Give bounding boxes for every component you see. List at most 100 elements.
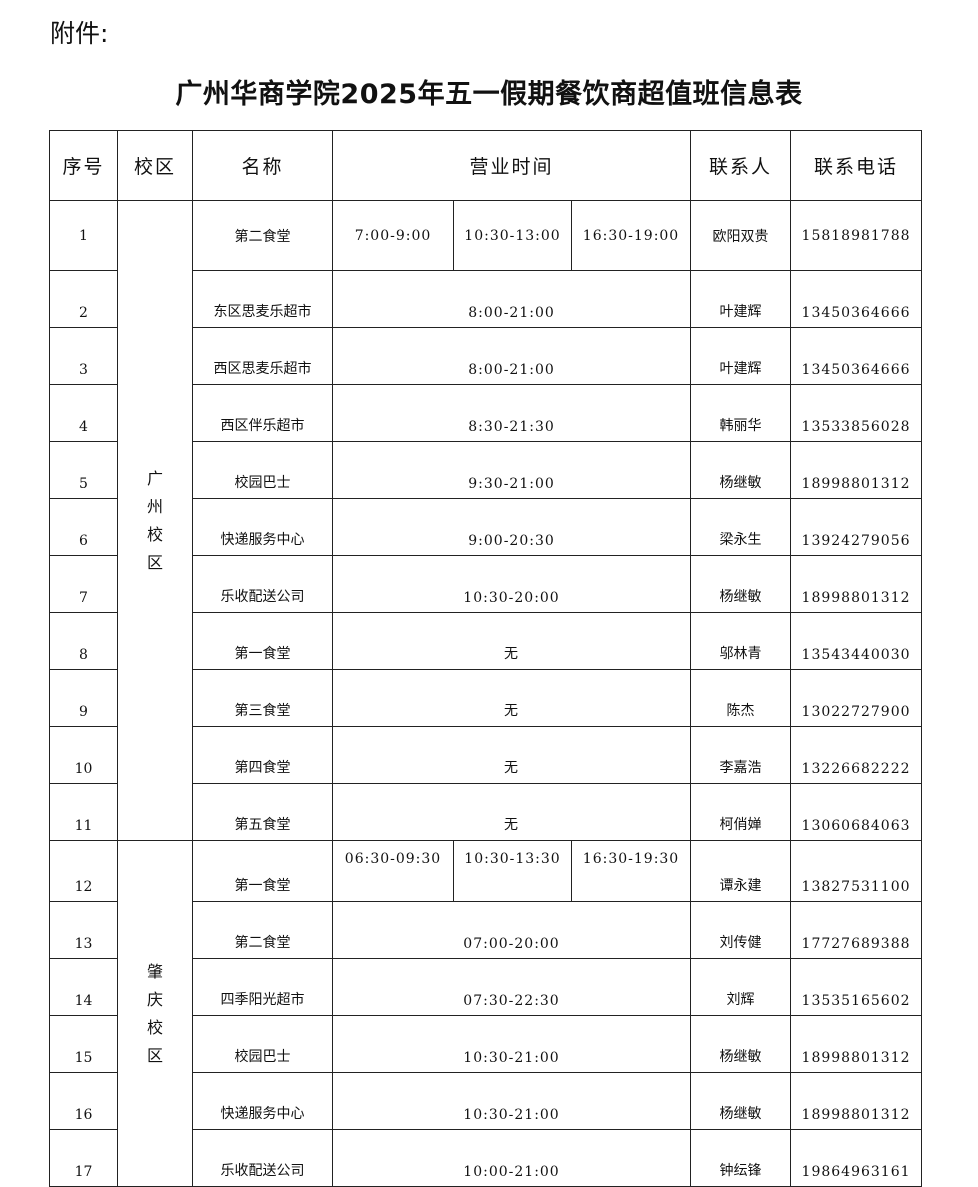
vendor-name: 乐收配送公司 <box>192 555 333 613</box>
vendor-name: 西区伴乐超市 <box>192 384 333 442</box>
table-row: 9 第三食堂无陈杰 13022727900 <box>49 669 923 727</box>
table-row: 12 肇庆校区 第一食堂 06:30-09:30 10:30-13:30 16:30-19… <box>49 840 923 1187</box>
row-number: 10 <box>49 726 118 784</box>
contact-phone: 19864963161 <box>790 1129 923 1187</box>
header-phone: 联系电话 <box>790 130 923 201</box>
contact-phone: 18998801312 <box>790 555 923 613</box>
business-hours-slot: 06:30-09:30 <box>332 840 454 902</box>
business-hours: 10:00-21:00 <box>331 1129 692 1187</box>
contact-person: 杨继敏 <box>690 1015 792 1073</box>
row-number: 15 <box>49 1015 118 1073</box>
row-number: 14 <box>49 958 118 1016</box>
contact-phone: 13450364666 <box>790 327 923 385</box>
table-row: 11 第五食堂无柯俏婵 13060684063 <box>49 783 923 841</box>
row-number: 5 <box>49 441 118 499</box>
row-number: 9 <box>49 669 118 727</box>
header-no: 序号 <box>49 130 118 201</box>
contact-person: 刘辉 <box>690 958 792 1016</box>
contact-phone: 13924279056 <box>790 498 923 556</box>
vendor-name: 校园巴士 <box>192 1015 333 1073</box>
table-row: 16 快递服务中心 10:30-21:00 杨继敏 18998801312 <box>49 1072 923 1130</box>
business-hours: 8:30-21:30 <box>331 384 692 442</box>
vendor-name: 第四食堂 <box>192 726 333 784</box>
header-contact: 联系人 <box>690 130 792 201</box>
vendor-name: 第三食堂 <box>192 669 333 727</box>
contact-person: 杨继敏 <box>690 441 792 499</box>
contact-person: 叶建辉 <box>690 327 792 385</box>
business-hours: 9:00-20:30 <box>331 498 692 556</box>
contact-phone: 13450364666 <box>790 270 923 328</box>
business-hours: 无 <box>331 726 692 784</box>
vendor-name: 快递服务中心 <box>192 1072 333 1130</box>
business-hours-slot: 7:00-9:00 <box>332 200 454 271</box>
table-row: 15 校园巴士 10:30-21:00 杨继敏 18998801312 <box>49 1015 923 1073</box>
table-row: 2 东区思麦乐超市 8:00-21:00 叶建辉 13450364666 <box>49 270 923 328</box>
business-hours: 无 <box>331 669 692 727</box>
contact-phone: 15818981788 <box>790 200 923 271</box>
business-hours: 9:30-21:00 <box>331 441 692 499</box>
table-row: 4 西区伴乐超市 8:30-21:30 韩丽华 13533856028 <box>49 384 923 442</box>
contact-person: 梁永生 <box>690 498 792 556</box>
business-hours: 10:30-20:00 <box>331 555 692 613</box>
vendor-name: 第一食堂 <box>192 612 333 670</box>
header-row: 序号 校区 名称 营业时间 联系人 联系电话 <box>49 130 923 201</box>
contact-person: 韩丽华 <box>690 384 792 442</box>
table-row: 6 快递服务中心 9:00-20:30 梁永生 13924279056 <box>49 498 923 556</box>
business-hours: 8:00-21:00 <box>331 327 692 385</box>
row-number: 7 <box>49 555 118 613</box>
table-row: 13 第二食堂 07:00-20:00 刘传健 17727689388 <box>49 901 923 959</box>
contact-person: 钟纭锋 <box>690 1129 792 1187</box>
vendor-name: 第二食堂 <box>192 200 333 271</box>
vendor-name: 乐收配送公司 <box>192 1129 333 1187</box>
business-hours-slot: 16:30-19:30 <box>570 840 692 902</box>
campus-name: 肇庆校区 <box>146 961 163 1065</box>
business-hours-slot: 10:30-13:00 <box>453 200 572 271</box>
business-hours: 07:00-20:00 <box>331 901 692 959</box>
vendor-name: 第一食堂 <box>192 840 333 902</box>
header-hours: 营业时间 <box>331 130 692 201</box>
table-row: 1 广州校区 第二食堂 7:00-9:00 10:30-13:00 16:30-19:00… <box>49 200 923 841</box>
contact-phone: 13022727900 <box>790 669 923 727</box>
contact-phone: 13060684063 <box>790 783 923 841</box>
table-row: 5 校园巴士 9:30-21:00 杨继敏 18998801312 <box>49 441 923 499</box>
table-row: 14 四季阳光超市 07:30-22:30 刘辉 13535165602 <box>49 958 923 1016</box>
vendor-name: 西区思麦乐超市 <box>192 327 333 385</box>
vendor-name: 校园巴士 <box>192 441 333 499</box>
duty-info-table: 序号 校区 名称 营业时间 联系人 联系电话 1 广州校区 第二食堂 7:00-9:0… <box>49 130 923 1187</box>
contact-phone: 18998801312 <box>790 1015 923 1073</box>
attachment-label: 附件: <box>50 19 109 48</box>
contact-person: 李嘉浩 <box>690 726 792 784</box>
page-title: 广州华商学院2025年五一假期餐饮商超值班信息表 <box>175 79 803 110</box>
business-hours: 10:30-21:00 <box>331 1072 692 1130</box>
business-hours: 无 <box>331 612 692 670</box>
contact-phone: 13543440030 <box>790 612 923 670</box>
contact-phone: 13827531100 <box>790 840 923 902</box>
header-name: 名称 <box>192 130 333 201</box>
row-number: 1 <box>49 200 118 271</box>
row-number: 16 <box>49 1072 118 1130</box>
contact-person: 柯俏婵 <box>690 783 792 841</box>
business-hours-slot: 10:30-13:30 <box>453 840 572 902</box>
vendor-name: 四季阳光超市 <box>192 958 333 1016</box>
business-hours: 10:30-21:00 <box>331 1015 692 1073</box>
contact-person: 叶建辉 <box>690 270 792 328</box>
vendor-name: 第五食堂 <box>192 783 333 841</box>
row-number: 2 <box>49 270 118 328</box>
contact-person: 邬林青 <box>690 612 792 670</box>
row-number: 6 <box>49 498 118 556</box>
contact-phone: 13535165602 <box>790 958 923 1016</box>
contact-person: 陈杰 <box>690 669 792 727</box>
business-hours-slot: 16:30-19:00 <box>570 200 692 271</box>
row-number: 4 <box>49 384 118 442</box>
header-campus: 校区 <box>117 130 193 201</box>
contact-phone: 13226682222 <box>790 726 923 784</box>
contact-person: 欧阳双贵 <box>690 200 792 271</box>
campus-name: 广州校区 <box>146 468 163 572</box>
table-row: 3 西区思麦乐超市 8:00-21:00 叶建辉 13450364666 <box>49 327 923 385</box>
business-hours: 无 <box>331 783 692 841</box>
contact-phone: 17727689388 <box>790 901 923 959</box>
vendor-name: 东区思麦乐超市 <box>192 270 333 328</box>
business-hours: 8:00-21:00 <box>331 270 692 328</box>
contact-person: 杨继敏 <box>690 555 792 613</box>
campus-cell: 广州校区 <box>117 200 193 841</box>
